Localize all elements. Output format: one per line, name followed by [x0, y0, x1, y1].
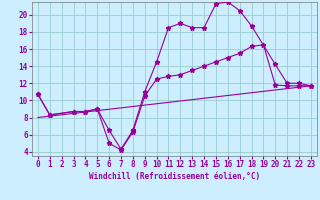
X-axis label: Windchill (Refroidissement éolien,°C): Windchill (Refroidissement éolien,°C) [89, 172, 260, 181]
